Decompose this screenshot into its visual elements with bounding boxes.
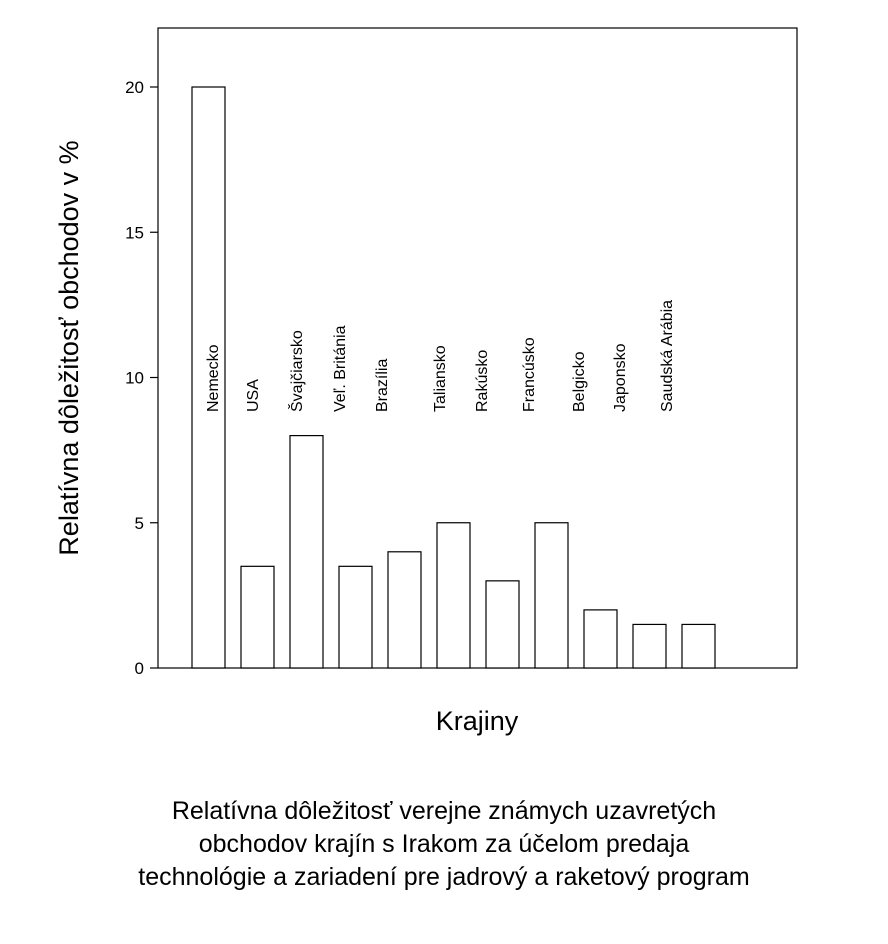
bar-label: Brazília <box>374 359 391 412</box>
figure-caption: Relatívna dôležitosť verejne známych uza… <box>0 795 888 894</box>
y-tick-label: 0 <box>135 659 144 678</box>
bar-label: Saudská Arábia <box>659 300 676 412</box>
bar-label: USA <box>245 379 262 412</box>
bar <box>240 565 275 669</box>
x-axis-label: Krajiny <box>436 706 519 736</box>
bar-label: Japonsko <box>612 343 629 412</box>
bar <box>681 623 716 669</box>
bar <box>485 580 520 669</box>
bar <box>632 623 667 669</box>
bar <box>534 522 569 669</box>
y-tick-label: 10 <box>125 369 144 388</box>
y-tick-label: 5 <box>135 514 144 533</box>
bar-label: Belgicko <box>571 351 588 412</box>
y-tick-label: 20 <box>125 78 144 97</box>
bar-label: Francúsko <box>521 337 538 412</box>
bar <box>289 435 324 669</box>
bar-label: Rakúsko <box>474 350 491 412</box>
bar <box>191 86 226 669</box>
bar-label: Veľ. Británia <box>332 325 349 412</box>
bar-chart: 0 5 10 15 20 Nemecko USA Švajčiarsko Veľ. Britá… <box>54 27 798 736</box>
y-axis-label: Relatívna dôležitosť obchodov v % <box>54 140 84 555</box>
plot-frame <box>157 27 798 669</box>
bar <box>436 522 471 669</box>
caption-line: Relatívna dôležitosť verejne známych uza… <box>171 797 717 825</box>
bar-label: Nemecko <box>205 344 222 412</box>
bar-label: Švajčiarsko <box>287 330 306 412</box>
y-tick-label: 15 <box>125 223 144 242</box>
bar <box>583 609 618 669</box>
bar <box>387 551 422 669</box>
caption-line: technológie a zariadení pre jadrový a ra… <box>138 863 750 891</box>
bar <box>338 565 373 669</box>
caption-line: obchodov krajín s Irakom za účelom preda… <box>198 830 690 858</box>
bar-label: Taliansko <box>432 345 449 412</box>
